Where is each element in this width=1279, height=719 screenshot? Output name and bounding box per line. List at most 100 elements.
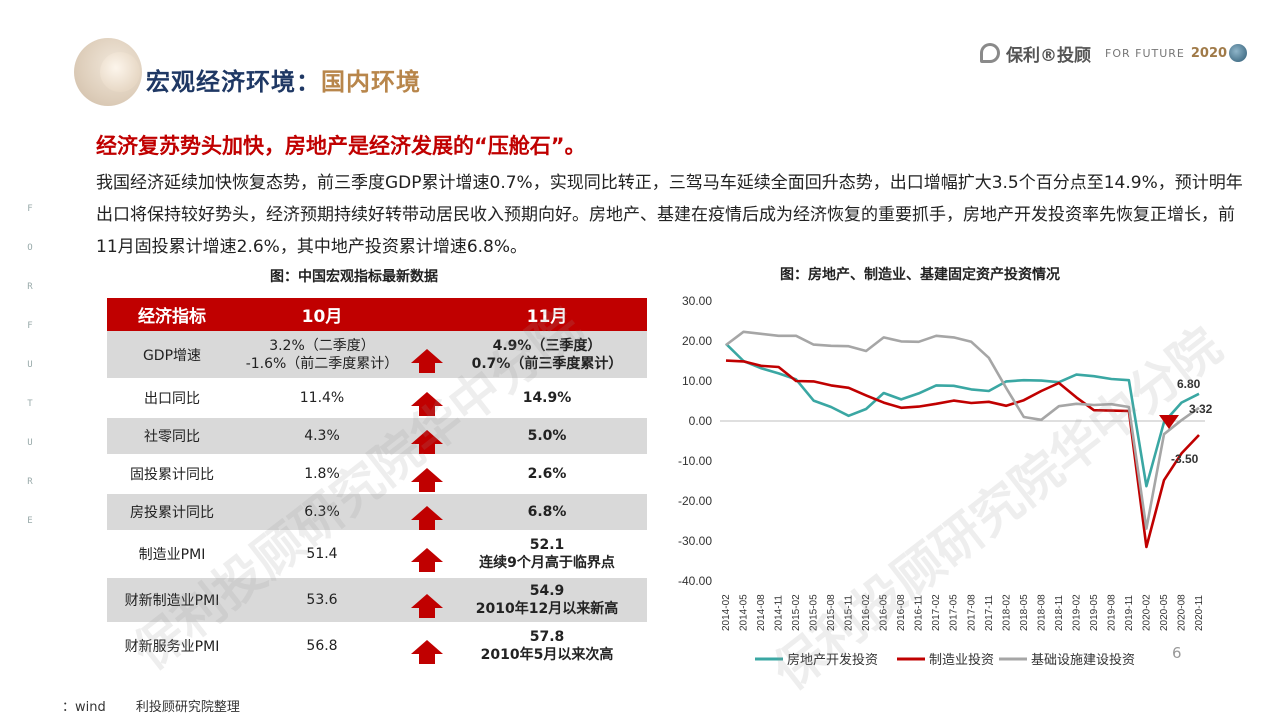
indicator-name: 制造业PMI — [107, 531, 237, 578]
row-arrow-cell — [407, 379, 447, 418]
x-tick-label: 2019-08 — [1106, 594, 1117, 631]
up-arrow-icon — [411, 548, 443, 572]
row-arrow-cell — [407, 493, 447, 532]
x-tick-label: 2015-05 — [809, 594, 820, 631]
x-tick-label: 2018-08 — [1036, 594, 1047, 631]
x-tick-label: 2017-02 — [931, 594, 942, 631]
x-tick-label: 2015-02 — [791, 594, 802, 631]
table-row: 出口同比 11.4% 14.9% — [107, 379, 647, 418]
headline: 经济复苏势头加快，房地产是经济发展的“压舱石”。 — [96, 134, 586, 158]
value-nov: 2.6% — [447, 455, 647, 494]
indicator-name: 固投累计同比 — [107, 455, 237, 494]
side-letter: T — [27, 399, 33, 409]
up-arrow-icon — [411, 430, 443, 454]
down-triangle-icon — [1159, 415, 1179, 429]
side-letter: R — [27, 282, 33, 292]
value-nov: 5.0% — [447, 417, 647, 456]
value-oct: 6.3% — [237, 493, 407, 532]
indicator-name: 财新服务业PMI — [107, 623, 237, 670]
indicator-name: 财新制造业PMI — [107, 577, 237, 624]
logo-globe-icon — [1229, 44, 1248, 62]
x-tick-label: 2015-08 — [826, 594, 837, 631]
value-nov: 6.8% — [447, 493, 647, 532]
row-arrow-cell — [407, 531, 447, 578]
series-line — [725, 359, 1200, 549]
header-indicator: 经济指标 — [107, 298, 237, 331]
table-row: GDP增速 3.2%（二季度） -1.6%（前二季度累计） 4.9%（三季度） 0.… — [107, 331, 647, 380]
value-nov: 52.1 连续9个月高于临界点 — [447, 531, 647, 578]
investment-line-chart: -40.00 -30.00 -20.00 -10.00 0.00 10.00 20.00 30… — [678, 294, 1213, 667]
x-tick-label: 2017-08 — [966, 594, 977, 631]
up-arrow-icon — [411, 348, 443, 373]
side-letter: F — [27, 204, 33, 214]
x-tick-label: 2014-11 — [774, 595, 785, 631]
indicator-name: GDP增速 — [107, 331, 237, 380]
table-caption: 图：中国宏观指标最新数据 — [270, 269, 438, 285]
side-letter: U — [27, 438, 33, 448]
logo-mark-icon — [980, 43, 1000, 63]
x-tick-label: 2017-05 — [949, 594, 960, 631]
table-row: 社零同比 4.3% 5.0% — [107, 417, 647, 456]
table-row: 房投累计同比 6.3% 6.8% — [107, 493, 647, 532]
up-arrow-icon — [411, 392, 443, 416]
x-tick-label: 2016-02 — [861, 594, 872, 631]
page-number: 6 — [1172, 644, 1182, 662]
data-label: 3.32 — [1189, 402, 1213, 416]
x-tick-label: 2016-11 — [914, 595, 925, 631]
y-tick-label: 10.00 — [682, 374, 712, 388]
x-tick-label: 2016-08 — [896, 594, 907, 631]
x-tick-label: 2020-11 — [1194, 595, 1205, 631]
up-arrow-icon — [411, 468, 443, 492]
x-tick-label: 2019-02 — [1071, 594, 1082, 631]
side-letter: E — [27, 516, 33, 526]
chart-caption: 图：房地产、制造业、基建固定资产投资情况 — [780, 267, 1060, 283]
legend-label: 基础设施建设投资 — [1031, 652, 1135, 667]
y-tick-label: -40.00 — [678, 574, 712, 588]
value-oct: 51.4 — [237, 531, 407, 578]
table-header-row: 经济指标 10月 11月 — [107, 298, 647, 331]
y-tick-label: 20.00 — [682, 334, 712, 348]
row-arrow-cell — [407, 417, 447, 456]
data-label: -3.50 — [1171, 452, 1199, 466]
side-letters: F O R F U T U R E — [24, 204, 36, 555]
y-tick-label: -20.00 — [678, 494, 712, 508]
logo-year: 2020 — [1190, 45, 1228, 61]
row-arrow-cell — [407, 455, 447, 494]
x-tick-label: 2020-08 — [1176, 594, 1187, 631]
indicator-name: 出口同比 — [107, 379, 237, 418]
row-arrow-cell — [407, 623, 447, 670]
legend-label: 房地产开发投资 — [787, 652, 878, 667]
table-row: 财新服务业PMI 56.8 57.8 2010年5月以来次高 — [107, 623, 647, 670]
data-label: 6.80 — [1177, 377, 1201, 391]
up-arrow-icon — [411, 640, 443, 664]
x-tick-label: 2017-11 — [984, 595, 995, 631]
brand-logo: 保利®投顾 FOR FUTURE 2020 — [980, 40, 1248, 66]
row-arrow-cell — [407, 331, 447, 380]
side-letter: U — [27, 360, 33, 370]
indicator-name: 社零同比 — [107, 417, 237, 456]
macro-indicator-table: 经济指标 10月 11月 GDP增速 3.2%（二季度） -1.6%（前二季度累计… — [107, 298, 647, 670]
x-tick-label: 2020-05 — [1159, 594, 1170, 631]
x-tick-label: 2020-02 — [1141, 594, 1152, 631]
logo-tagline: FOR FUTURE — [1105, 46, 1185, 60]
value-nov: 57.8 2010年5月以来次高 — [447, 623, 647, 670]
x-tick-label: 2016-05 — [879, 594, 890, 631]
value-oct: 4.3% — [237, 417, 407, 456]
source-note: ：wind 利投顾研究院整理 — [62, 700, 240, 715]
legend-label: 制造业投资 — [929, 652, 994, 667]
y-tick-label: 0.00 — [689, 414, 713, 428]
body-paragraph: 我国经济延续加快恢复态势，前三季度GDP累计增速0.7%，实现同比转正，三驾马车… — [96, 173, 1243, 257]
x-tick-label: 2018-11 — [1054, 595, 1065, 631]
x-tick-label: 2018-05 — [1019, 594, 1030, 631]
table-row: 财新制造业PMI 53.6 54.9 2010年12月以来新高 — [107, 577, 647, 624]
side-letter: R — [27, 477, 33, 487]
value-nov: 4.9%（三季度） 0.7%（前三季度累计） — [447, 331, 647, 380]
side-letter: F — [27, 321, 33, 331]
up-arrow-icon — [411, 594, 443, 618]
table-row: 制造业PMI 51.4 52.1 连续9个月高于临界点 — [107, 531, 647, 578]
x-tick-label: 2014-08 — [756, 594, 767, 631]
title-part1: 宏观经济环境： — [146, 68, 321, 96]
value-oct: 1.8% — [237, 455, 407, 494]
value-oct: 11.4% — [237, 379, 407, 418]
x-tick-label: 2015-11 — [844, 595, 855, 631]
